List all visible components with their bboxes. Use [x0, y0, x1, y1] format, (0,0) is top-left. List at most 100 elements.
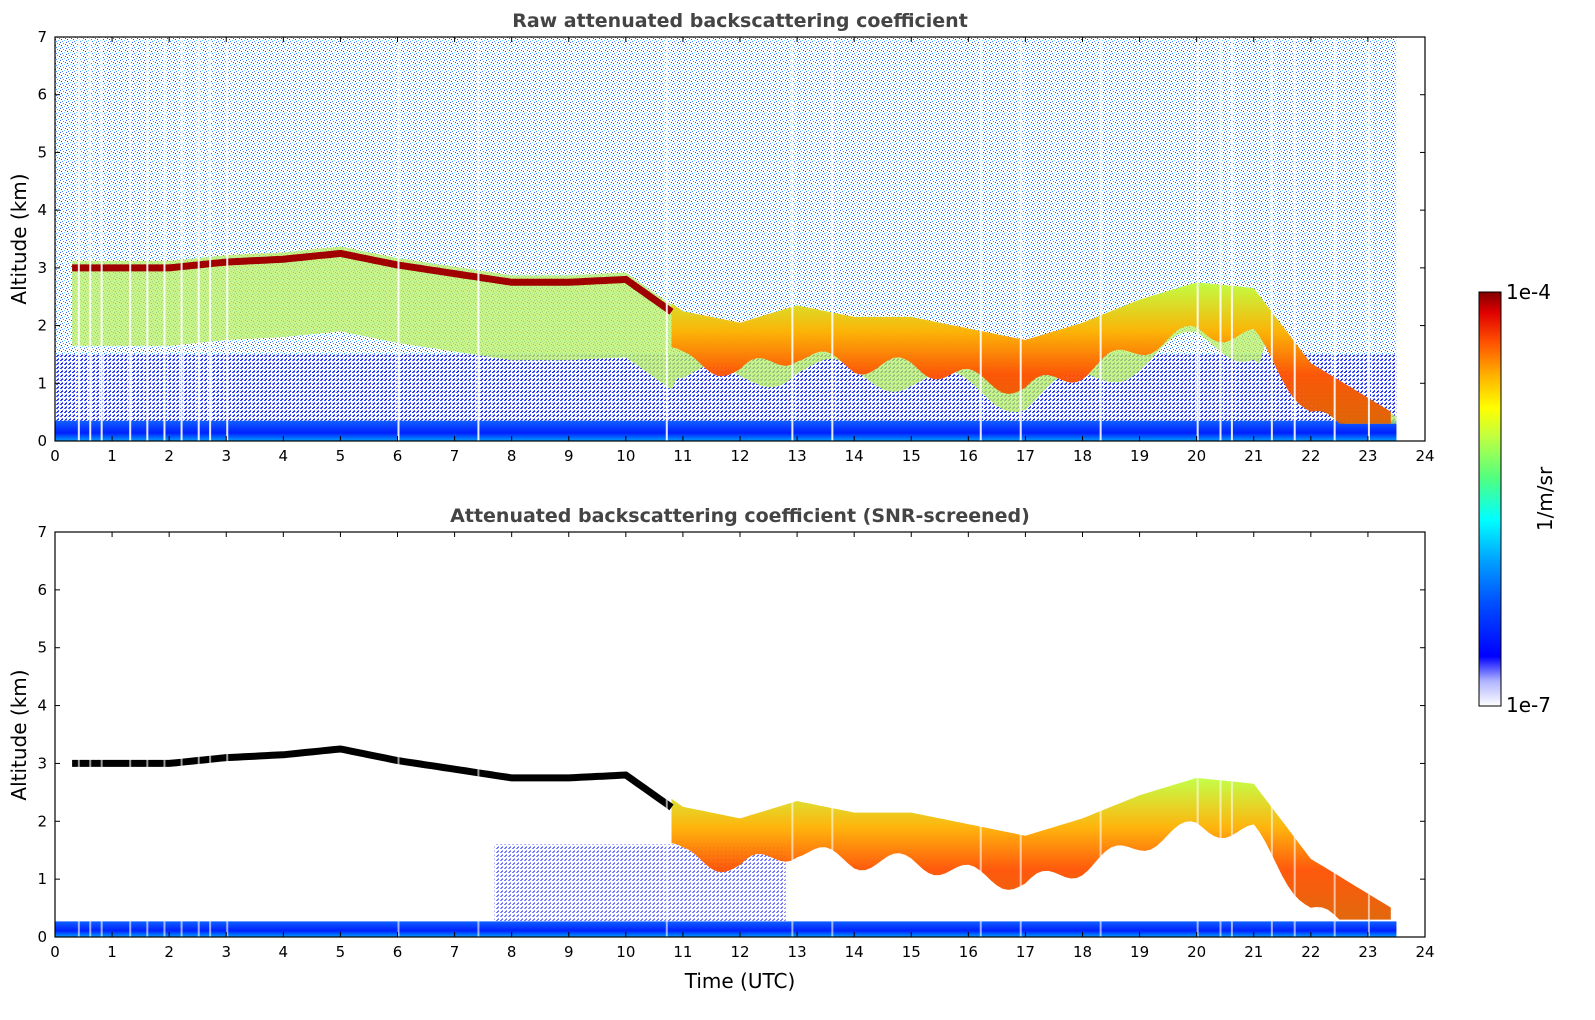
- x-tick-label-1: 1: [107, 447, 117, 465]
- x-tick-label-9: 9: [564, 447, 574, 465]
- data-gap-17: [1099, 532, 1102, 937]
- data-gap-8: [209, 532, 212, 937]
- x-tick-label-12: 12: [730, 447, 749, 465]
- x-tick-label-16: 16: [959, 447, 978, 465]
- data-gap-3: [129, 37, 132, 441]
- data-gap-5: [163, 37, 166, 441]
- x-tick-label-1: 1: [107, 943, 117, 961]
- data-gap-11: [477, 37, 480, 441]
- data-gap-16: [1019, 37, 1022, 441]
- x-tick-label-10: 10: [616, 943, 635, 961]
- x-tick-label-3: 3: [221, 447, 231, 465]
- data-gap-9: [226, 37, 229, 441]
- y-tick-label-7: 7: [37, 28, 47, 46]
- y-tick-label-0: 0: [37, 928, 47, 946]
- x-tick-label-21: 21: [1244, 447, 1263, 465]
- surface-layer: [55, 921, 1397, 937]
- y-tick-label-4: 4: [37, 697, 47, 715]
- data-gap-14: [831, 37, 834, 441]
- y-tick-label-3: 3: [37, 259, 47, 277]
- x-tick-label-13: 13: [788, 943, 807, 961]
- x-tick-label-9: 9: [564, 943, 574, 961]
- data-gap-22: [1293, 532, 1296, 937]
- surface-layer: [55, 420, 1397, 441]
- bottom-x-axis: 0 1 2 3 4 5 6 7 8 9 10 11 12 13 14 15 16 17 18 19 20 21 22 23 24: [50, 532, 1435, 961]
- x-tick-label-20: 20: [1187, 943, 1206, 961]
- x-tick-label-4: 4: [279, 943, 289, 961]
- cloud-top-line: [72, 745, 674, 811]
- data-gap-24: [1367, 37, 1370, 441]
- data-gap-6: [180, 37, 183, 441]
- data-gap-6: [180, 532, 183, 937]
- data-gap-23: [1333, 37, 1336, 441]
- x-tick-label-14: 14: [845, 447, 864, 465]
- x-tick-label-24: 24: [1415, 447, 1434, 465]
- x-tick-label-19: 19: [1130, 447, 1149, 465]
- x-tick-label-16: 16: [959, 943, 978, 961]
- y-tick-label-2: 2: [37, 812, 47, 830]
- data-gap-7: [197, 37, 200, 441]
- y-tick-label-3: 3: [37, 754, 47, 772]
- data-gap-15: [979, 37, 982, 441]
- data-gap-18: [1196, 37, 1199, 441]
- data-gap-15: [979, 532, 982, 937]
- y-tick-label-0: 0: [37, 432, 47, 450]
- x-tick-label-6: 6: [393, 943, 403, 961]
- x-tick-label-12: 12: [730, 943, 749, 961]
- data-gap-1: [89, 532, 92, 937]
- x-tick-label-20: 20: [1187, 447, 1206, 465]
- x-tick-label-10: 10: [616, 447, 635, 465]
- data-gap-0: [77, 532, 80, 937]
- x-tick-label-0: 0: [50, 943, 60, 961]
- data-gap-3: [129, 532, 132, 937]
- data-gap-12: [665, 532, 668, 937]
- top-heatmap: [55, 37, 1397, 441]
- data-gap-13: [791, 532, 794, 937]
- x-tick-label-4: 4: [279, 447, 289, 465]
- data-gap-9: [226, 532, 229, 937]
- colorbar: [1478, 291, 1502, 707]
- y-tick-label-1: 1: [37, 870, 47, 888]
- data-gap-20: [1230, 532, 1233, 937]
- x-tick-label-18: 18: [1073, 447, 1092, 465]
- data-gap-20: [1230, 37, 1233, 441]
- data-gap-13: [791, 37, 794, 441]
- top-panel-title: Raw attenuated backscattering coefficien…: [512, 10, 968, 32]
- data-gap-17: [1099, 37, 1102, 441]
- data-gap-21: [1270, 37, 1273, 441]
- x-tick-label-22: 22: [1301, 447, 1320, 465]
- data-gap-1: [89, 37, 92, 441]
- x-tick-label-7: 7: [450, 943, 460, 961]
- x-tick-label-21: 21: [1244, 943, 1263, 961]
- y-tick-label-6: 6: [37, 581, 47, 599]
- bottom-y-axis: 0 1 2 3 4 5 6 7: [37, 523, 1425, 946]
- cloud-layer-core: [671, 282, 1391, 424]
- x-tick-label-0: 0: [50, 447, 60, 465]
- x-tick-label-17: 17: [1016, 447, 1035, 465]
- data-gap-18: [1196, 532, 1199, 937]
- x-tick-label-2: 2: [164, 943, 174, 961]
- x-tick-label-13: 13: [788, 447, 807, 465]
- x-tick-label-19: 19: [1130, 943, 1149, 961]
- data-gap-10: [397, 532, 400, 937]
- data-gap-0: [77, 37, 80, 441]
- top-y-axis: 0 1 2 3 4 5 6 7: [37, 28, 1425, 450]
- x-tick-label-3: 3: [221, 943, 231, 961]
- y-tick-label-7: 7: [37, 523, 47, 541]
- data-gap-7: [197, 532, 200, 937]
- x-tick-label-6: 6: [393, 447, 403, 465]
- x-tick-label-5: 5: [336, 943, 346, 961]
- data-gap-21: [1270, 532, 1273, 937]
- y-tick-label-1: 1: [37, 374, 47, 392]
- x-tick-label-22: 22: [1301, 943, 1320, 961]
- data-gap-8: [209, 37, 212, 441]
- x-tick-label-23: 23: [1358, 447, 1377, 465]
- data-gap-19: [1219, 532, 1222, 937]
- data-gap-14: [831, 532, 834, 937]
- bottom-x-axis-label: Time (UTC): [684, 969, 796, 993]
- cloud-top-line: [72, 249, 674, 315]
- x-tick-label-5: 5: [336, 447, 346, 465]
- data-gap-12: [665, 37, 668, 441]
- y-tick-label-4: 4: [37, 201, 47, 219]
